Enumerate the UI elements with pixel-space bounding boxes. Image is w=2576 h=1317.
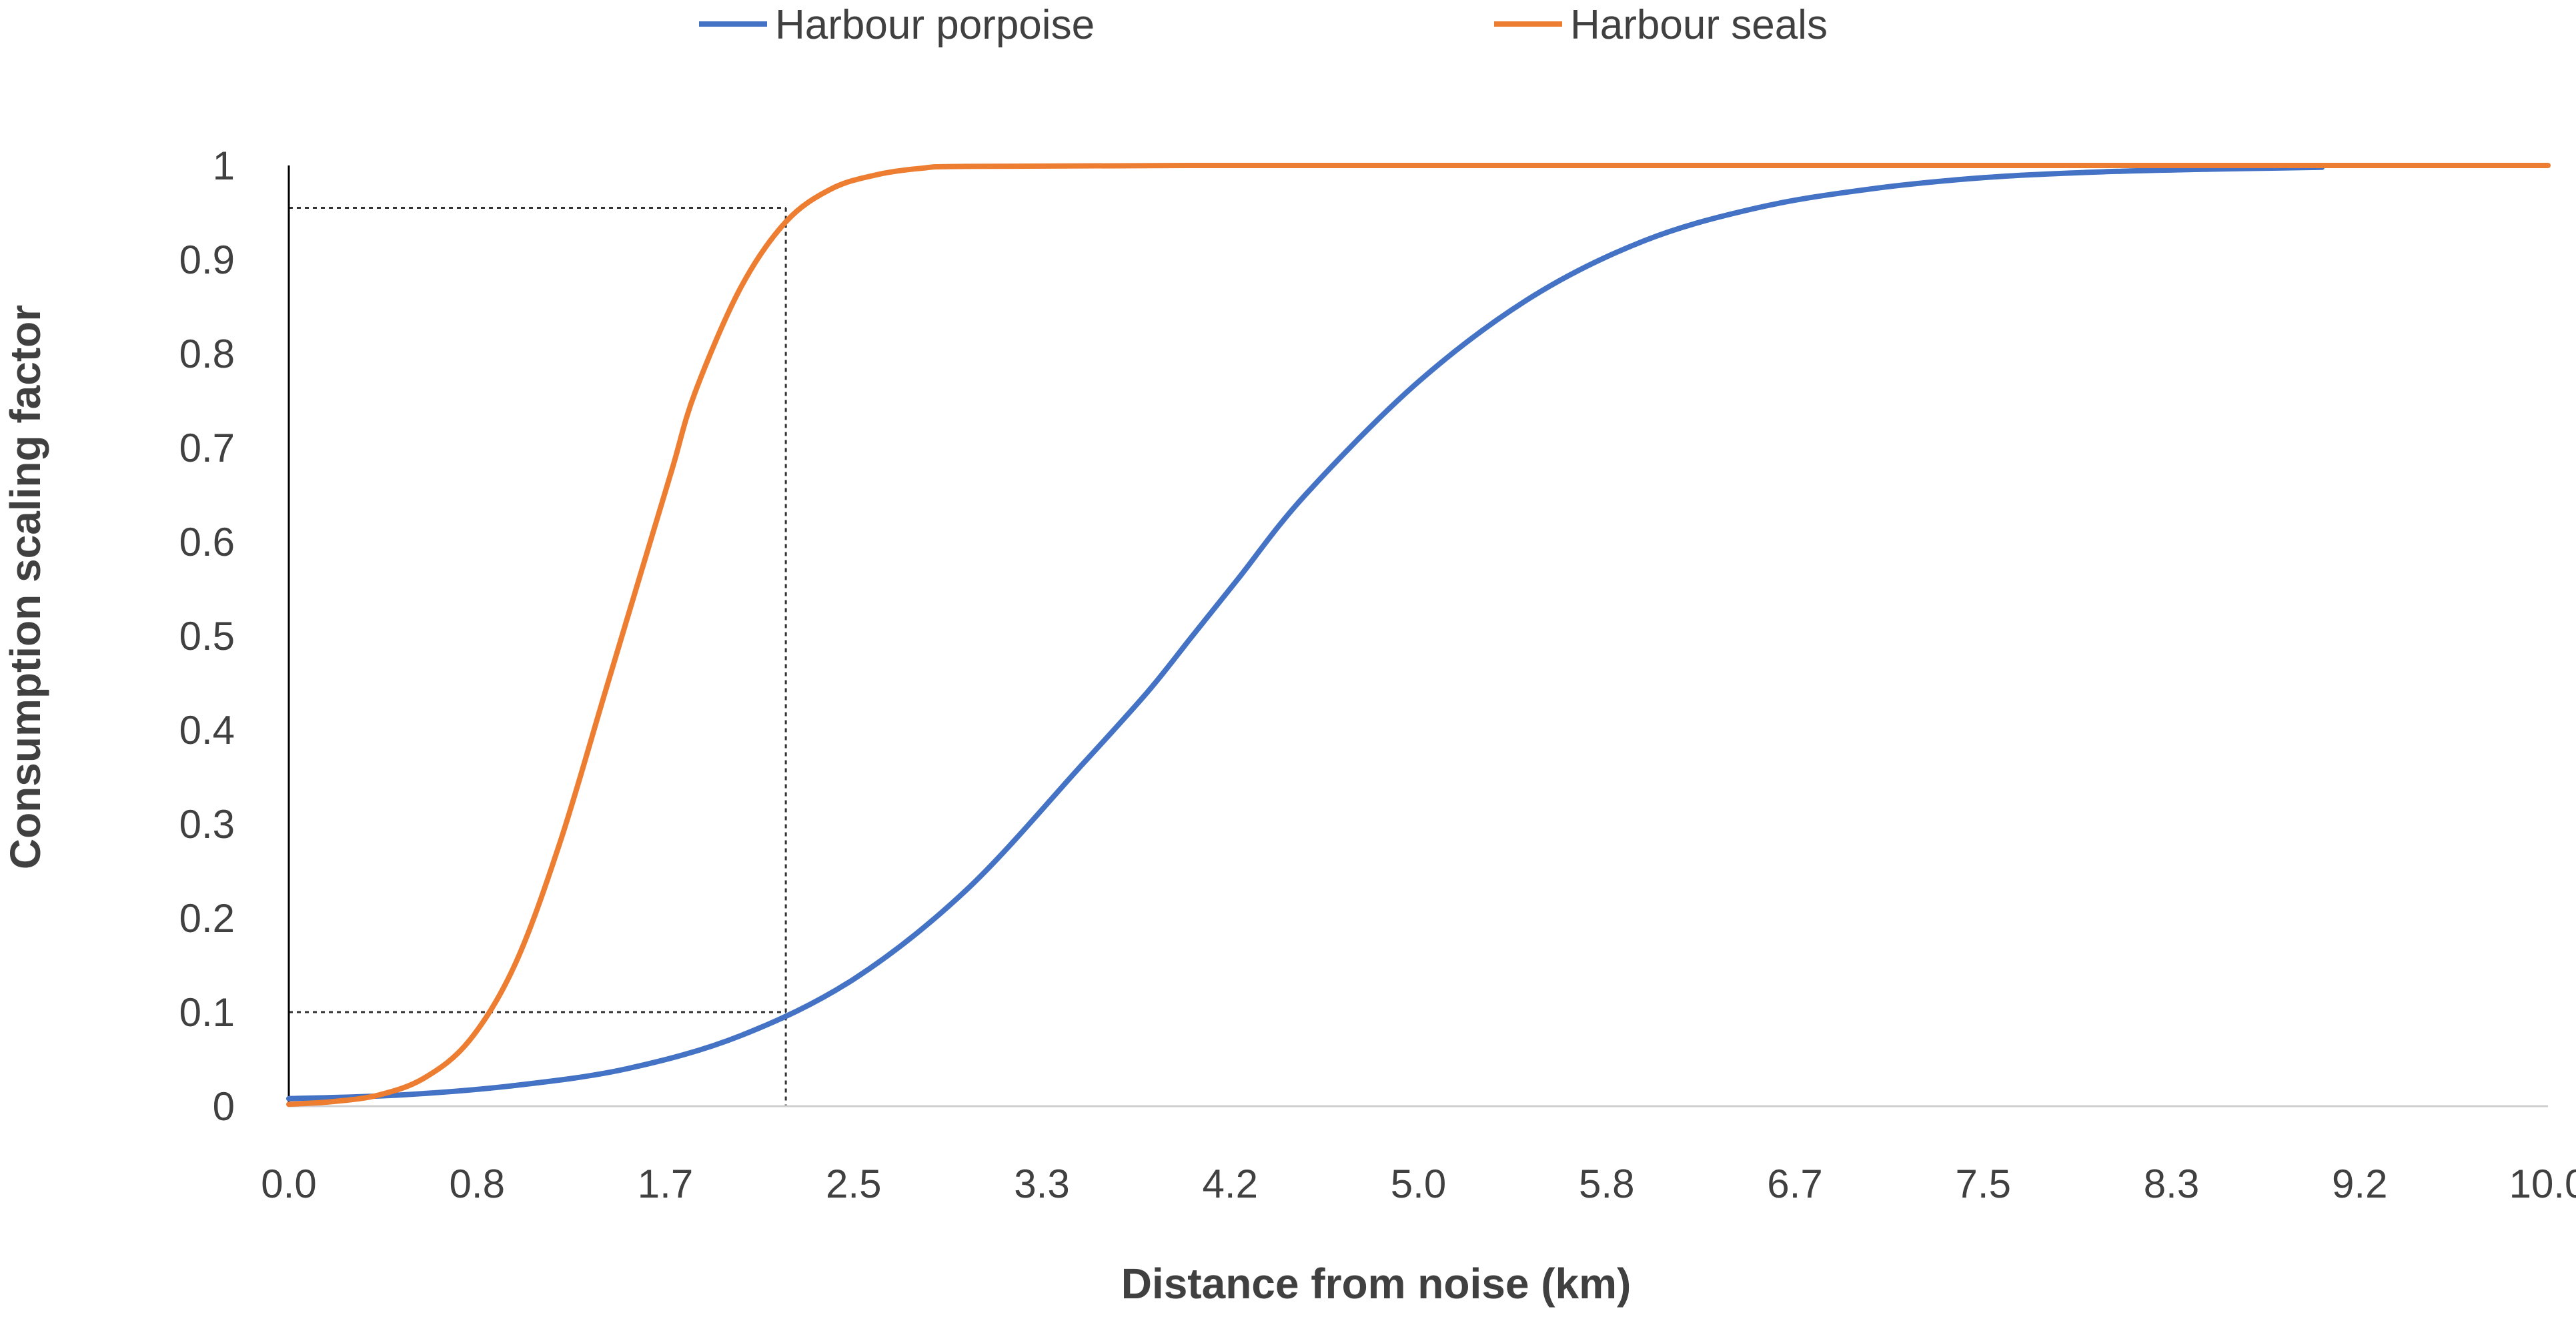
y-axis-title: Consumption scaling factor xyxy=(1,305,49,869)
y-tick-label: 0.1 xyxy=(179,990,235,1035)
y-tick-label: 0.8 xyxy=(179,332,235,376)
y-tick-label: 0.5 xyxy=(179,614,235,658)
x-tick-label: 8.3 xyxy=(2144,1162,2199,1206)
y-axis-ticks: 0 0.1 0.2 0.3 0.4 0.5 0.6 0.7 0.8 0.9 1 xyxy=(179,143,235,1129)
x-tick-label: 9.2 xyxy=(2332,1162,2387,1206)
reference-lines xyxy=(289,206,787,1106)
y-tick-label: 0.4 xyxy=(179,708,235,753)
y-tick-label: 1 xyxy=(213,143,235,188)
x-tick-label: 0.0 xyxy=(261,1162,316,1206)
x-tick-label: 2.5 xyxy=(826,1162,881,1206)
series-line-harbour-seals xyxy=(286,162,2551,1108)
x-axis-ticks: 0.0 0.8 1.7 2.5 3.3 4.2 5.0 5.8 6.7 7.5 8.3 9.2 10.0 xyxy=(261,1162,2576,1206)
x-tick-label: 6.7 xyxy=(1767,1162,1822,1206)
legend-label-harbour-porpoise: Harbour porpoise xyxy=(775,2,1095,48)
legend-label-harbour-seals: Harbour seals xyxy=(1570,2,1828,48)
x-tick-label: 4.2 xyxy=(1203,1162,1258,1206)
y-tick-label: 0.3 xyxy=(179,802,235,847)
x-axis-title: Distance from noise (km) xyxy=(1121,1260,1632,1308)
x-tick-label: 0.8 xyxy=(450,1162,505,1206)
x-tick-label: 5.0 xyxy=(1391,1162,1446,1206)
y-tick-label: 0.9 xyxy=(179,238,235,282)
y-tick-label: 0 xyxy=(213,1084,235,1129)
series-layer xyxy=(286,162,2551,1108)
x-tick-label: 5.8 xyxy=(1579,1162,1634,1206)
y-tick-label: 0.7 xyxy=(179,426,235,470)
y-tick-label: 0.6 xyxy=(179,520,235,564)
x-tick-label: 10.0 xyxy=(2509,1162,2576,1206)
y-tick-label: 0.2 xyxy=(179,896,235,941)
series-line-harbour-porpoise xyxy=(286,164,2325,1102)
x-tick-label: 7.5 xyxy=(1956,1162,2011,1206)
x-tick-label: 1.7 xyxy=(638,1162,693,1206)
x-tick-label: 3.3 xyxy=(1014,1162,1069,1206)
legend: Harbour porpoise Harbour seals xyxy=(699,2,1828,48)
